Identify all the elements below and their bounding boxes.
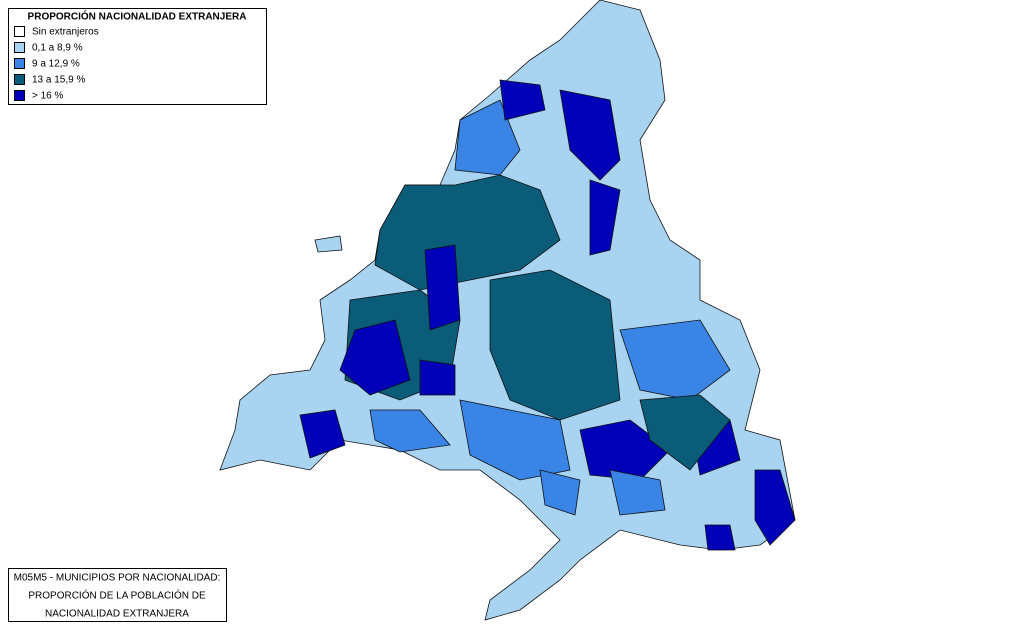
region bbox=[499, 79, 546, 121]
region bbox=[489, 269, 621, 421]
caption-line: NACIONALIDAD EXTRANJERA bbox=[45, 609, 189, 620]
region bbox=[374, 174, 561, 291]
region bbox=[639, 394, 731, 471]
legend-label: 9 a 12,9 % bbox=[32, 59, 80, 70]
legend-swatch bbox=[14, 26, 25, 37]
legend-swatch bbox=[14, 58, 25, 69]
legend-swatch bbox=[14, 90, 25, 101]
map bbox=[219, 0, 796, 621]
caption-line: PROPORCIÓN DE LA POBLACIÓN DE bbox=[28, 589, 206, 602]
caption: M05M5 - MUNICIPIOS POR NACIONALIDAD: PROP… bbox=[14, 573, 221, 620]
region bbox=[704, 524, 736, 551]
region bbox=[369, 409, 451, 453]
region bbox=[419, 359, 456, 396]
caption-box bbox=[8, 568, 227, 622]
legend-box bbox=[8, 8, 267, 105]
region bbox=[299, 409, 346, 459]
caption-line: M05M5 - MUNICIPIOS POR NACIONALIDAD: bbox=[14, 573, 221, 584]
legend-title: PROPORCIÓN NACIONALIDAD EXTRANJERA bbox=[28, 10, 247, 23]
legend-label: 13 a 15,9 % bbox=[32, 75, 85, 86]
region bbox=[754, 469, 796, 546]
region bbox=[539, 469, 581, 516]
legend-items: Sin extranjeros 0,1 a 8,9 % 9 a 12,9 % 13 a… bbox=[14, 26, 99, 102]
legend-swatch bbox=[14, 74, 25, 85]
region bbox=[424, 244, 461, 331]
region bbox=[589, 179, 621, 256]
region bbox=[609, 469, 666, 516]
region bbox=[454, 99, 521, 176]
region bbox=[579, 419, 671, 481]
legend-label: Sin extranjeros bbox=[32, 27, 99, 38]
region bbox=[339, 319, 411, 396]
region bbox=[619, 319, 731, 401]
region bbox=[314, 235, 343, 253]
legend-label: > 16 % bbox=[32, 91, 64, 102]
legend-swatch bbox=[14, 42, 25, 53]
region bbox=[559, 89, 621, 181]
legend-label: 0,1 a 8,9 % bbox=[32, 43, 83, 54]
